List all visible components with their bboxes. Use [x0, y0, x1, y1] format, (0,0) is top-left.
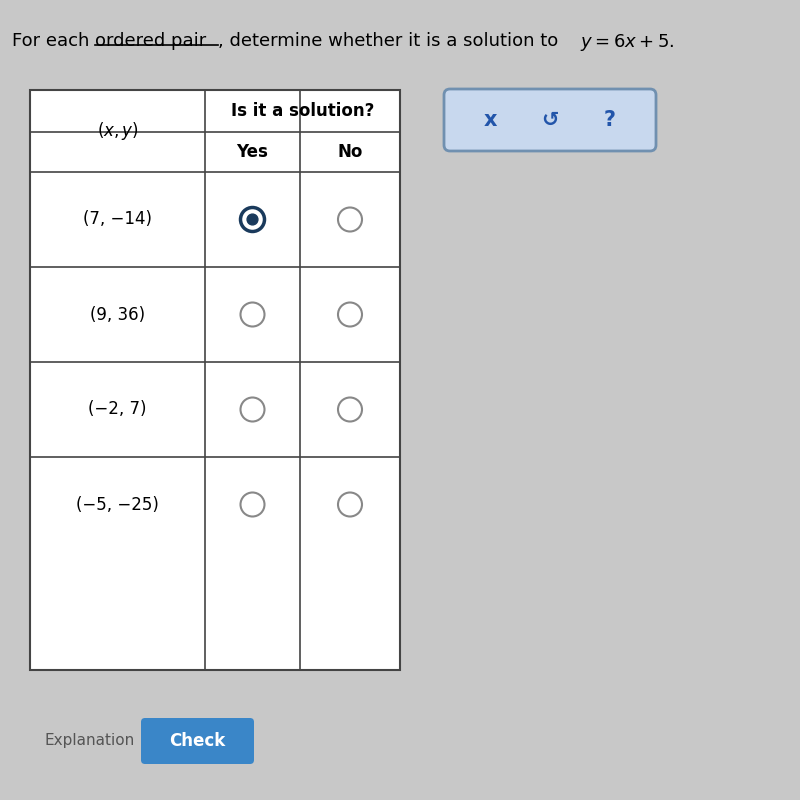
Text: (−5, −25): (−5, −25): [76, 495, 159, 514]
Text: Yes: Yes: [237, 143, 269, 161]
Text: x: x: [483, 110, 497, 130]
Circle shape: [241, 398, 265, 422]
Circle shape: [241, 302, 265, 326]
Circle shape: [241, 207, 265, 231]
Circle shape: [338, 398, 362, 422]
Text: , determine whether it is a solution to: , determine whether it is a solution to: [218, 32, 564, 50]
Text: ordered pair: ordered pair: [95, 32, 206, 50]
Text: No: No: [338, 143, 362, 161]
Circle shape: [338, 302, 362, 326]
Text: For each: For each: [12, 32, 95, 50]
Text: (7, −14): (7, −14): [83, 210, 152, 229]
Circle shape: [338, 207, 362, 231]
FancyBboxPatch shape: [141, 718, 254, 764]
Circle shape: [338, 493, 362, 517]
Circle shape: [247, 214, 258, 225]
Text: $(x, y)$: $(x, y)$: [97, 120, 138, 142]
FancyBboxPatch shape: [444, 89, 656, 151]
Text: Explanation: Explanation: [45, 733, 135, 747]
Circle shape: [241, 493, 265, 517]
Text: (9, 36): (9, 36): [90, 306, 145, 323]
Text: $y=6x+5.$: $y=6x+5.$: [580, 32, 674, 53]
Text: ↺: ↺: [542, 110, 558, 130]
Text: Check: Check: [169, 732, 225, 750]
Text: Is it a solution?: Is it a solution?: [231, 102, 374, 120]
Polygon shape: [30, 90, 400, 670]
Text: (−2, 7): (−2, 7): [88, 401, 146, 418]
Text: ?: ?: [604, 110, 616, 130]
